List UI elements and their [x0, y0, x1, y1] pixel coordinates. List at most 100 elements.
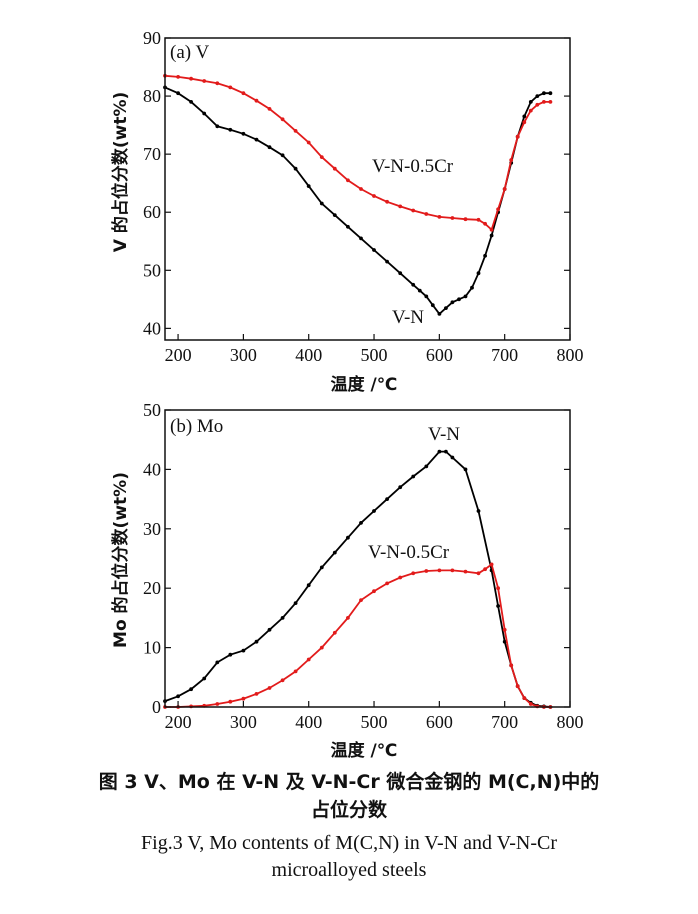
data-point — [509, 158, 514, 162]
x-tick-label: 800 — [557, 712, 584, 732]
data-point — [228, 699, 233, 704]
data-point — [450, 568, 455, 573]
data-point — [548, 100, 553, 104]
data-point — [548, 91, 553, 96]
data-point — [332, 166, 337, 171]
caption-cn-line2: 占位分数 — [310, 799, 387, 821]
data-point — [176, 694, 181, 699]
data-point — [398, 485, 403, 490]
data-point — [293, 669, 298, 674]
data-point — [463, 217, 468, 222]
data-point — [319, 565, 324, 570]
data-point — [385, 581, 389, 586]
data-point — [346, 535, 350, 540]
data-point — [189, 100, 194, 104]
data-point — [463, 294, 468, 299]
x-tick-label: 600 — [426, 712, 453, 732]
x-tick-label: 300 — [230, 712, 257, 732]
data-point — [267, 627, 272, 632]
x-tick-label: 400 — [295, 712, 322, 732]
data-point — [470, 285, 474, 290]
y-tick-label: 30 — [143, 519, 161, 539]
data-point — [411, 571, 416, 576]
data-point — [450, 455, 455, 460]
data-point — [483, 221, 487, 226]
data-point — [385, 199, 389, 204]
data-point — [542, 100, 546, 104]
data-point — [411, 474, 416, 479]
data-point — [489, 227, 494, 232]
data-point — [267, 145, 272, 150]
series-label-a-vn: V-N — [392, 307, 424, 328]
data-point — [496, 207, 500, 212]
data-point — [306, 583, 311, 588]
data-point — [189, 76, 194, 81]
x-tick-label: 400 — [295, 345, 322, 365]
data-point — [476, 509, 481, 513]
data-point — [502, 187, 507, 191]
data-point — [437, 312, 442, 316]
y-tick-label: 10 — [143, 638, 161, 658]
x-tick-label: 200 — [165, 712, 192, 732]
data-point — [411, 282, 416, 287]
data-point — [424, 294, 429, 299]
data-point — [372, 589, 376, 594]
data-point — [476, 217, 481, 222]
data-point — [359, 521, 363, 525]
data-point — [476, 571, 481, 576]
data-point — [215, 660, 220, 665]
data-point — [332, 630, 337, 635]
data-point — [254, 98, 259, 103]
data-point — [267, 107, 272, 111]
data-point — [254, 692, 259, 696]
data-point — [444, 306, 448, 310]
data-point — [346, 224, 350, 229]
data-point — [372, 509, 376, 513]
figure-caption: 图 3 V、Mo 在 V-N 及 V-N-Cr 微合金钢的 M(C,N)中的 占… — [0, 768, 698, 884]
data-point — [450, 216, 455, 220]
data-point — [189, 687, 194, 692]
data-point — [280, 117, 285, 122]
data-point — [280, 153, 285, 158]
data-point — [483, 253, 487, 258]
y-tick-label: 60 — [143, 202, 161, 222]
y-tick-label: 20 — [143, 578, 161, 598]
y-tick-label: 40 — [143, 459, 161, 479]
plot-frame-a — [164, 37, 571, 341]
data-point — [522, 114, 527, 119]
data-point — [424, 464, 429, 469]
data-point — [241, 648, 246, 653]
data-point — [254, 137, 259, 142]
x-axis-label-b: 温度 /℃ — [331, 740, 398, 761]
series-label-b-cr: V-N-0.5Cr — [368, 542, 450, 563]
data-point — [398, 271, 403, 276]
data-point — [306, 184, 311, 189]
data-point — [496, 604, 500, 608]
x-tick-label: 200 — [165, 345, 192, 365]
data-point — [535, 94, 540, 98]
y-axis-label-a: V 的占位分数(wt%) — [110, 92, 131, 252]
series-line-v-n-0-5cr — [165, 562, 551, 708]
data-point — [385, 259, 389, 264]
data-point — [385, 497, 389, 501]
data-point — [489, 233, 494, 238]
data-point — [267, 686, 272, 690]
data-point — [437, 449, 442, 454]
data-point — [215, 702, 220, 706]
x-axis-label-a: 温度 /℃ — [331, 374, 398, 395]
data-point — [509, 663, 514, 668]
data-point — [254, 639, 259, 644]
data-point — [306, 140, 311, 145]
data-point — [346, 616, 350, 620]
data-point — [359, 236, 363, 241]
data-point — [280, 678, 285, 683]
data-point — [293, 129, 298, 133]
caption-en-line2: microalloyed steels — [271, 859, 427, 881]
data-point — [515, 684, 520, 689]
data-point — [241, 696, 246, 701]
y-tick-label: 70 — [143, 144, 161, 164]
data-point — [176, 91, 181, 96]
data-point — [176, 75, 181, 79]
y-tick-label: 40 — [143, 318, 161, 338]
data-point — [502, 627, 507, 632]
